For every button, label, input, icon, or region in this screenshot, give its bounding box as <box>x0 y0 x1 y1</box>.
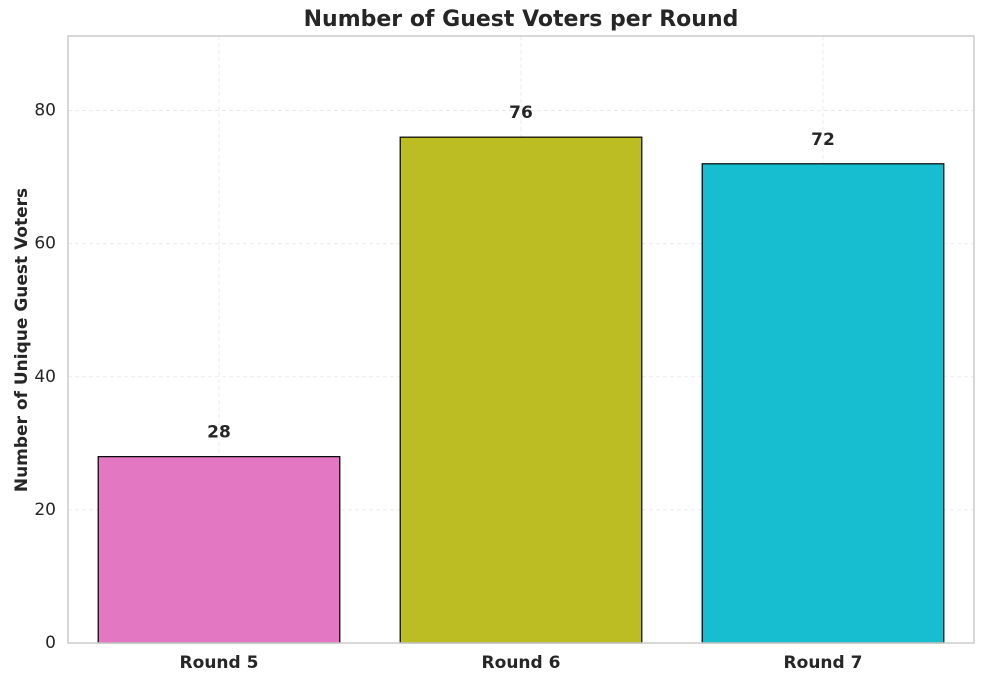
y-tick-label: 80 <box>34 101 56 121</box>
x-tick-label: Round 6 <box>482 653 561 673</box>
value-label: 76 <box>509 103 533 123</box>
chart-title: Number of Guest Voters per Round <box>304 7 739 32</box>
y-tick-label: 20 <box>34 500 56 520</box>
bar <box>399 136 643 644</box>
bar <box>701 163 945 644</box>
x-tick-label: Round 7 <box>784 653 863 673</box>
value-label: 72 <box>811 130 835 150</box>
x-tick-label: Round 5 <box>180 653 259 673</box>
y-axis-label: Number of Unique Guest Voters <box>12 188 32 492</box>
bar <box>97 456 341 644</box>
y-tick-label: 0 <box>45 633 56 653</box>
plot-frame <box>67 35 975 644</box>
value-label: 28 <box>207 423 231 443</box>
y-tick-label: 60 <box>34 234 56 254</box>
y-tick-label: 40 <box>34 367 56 387</box>
